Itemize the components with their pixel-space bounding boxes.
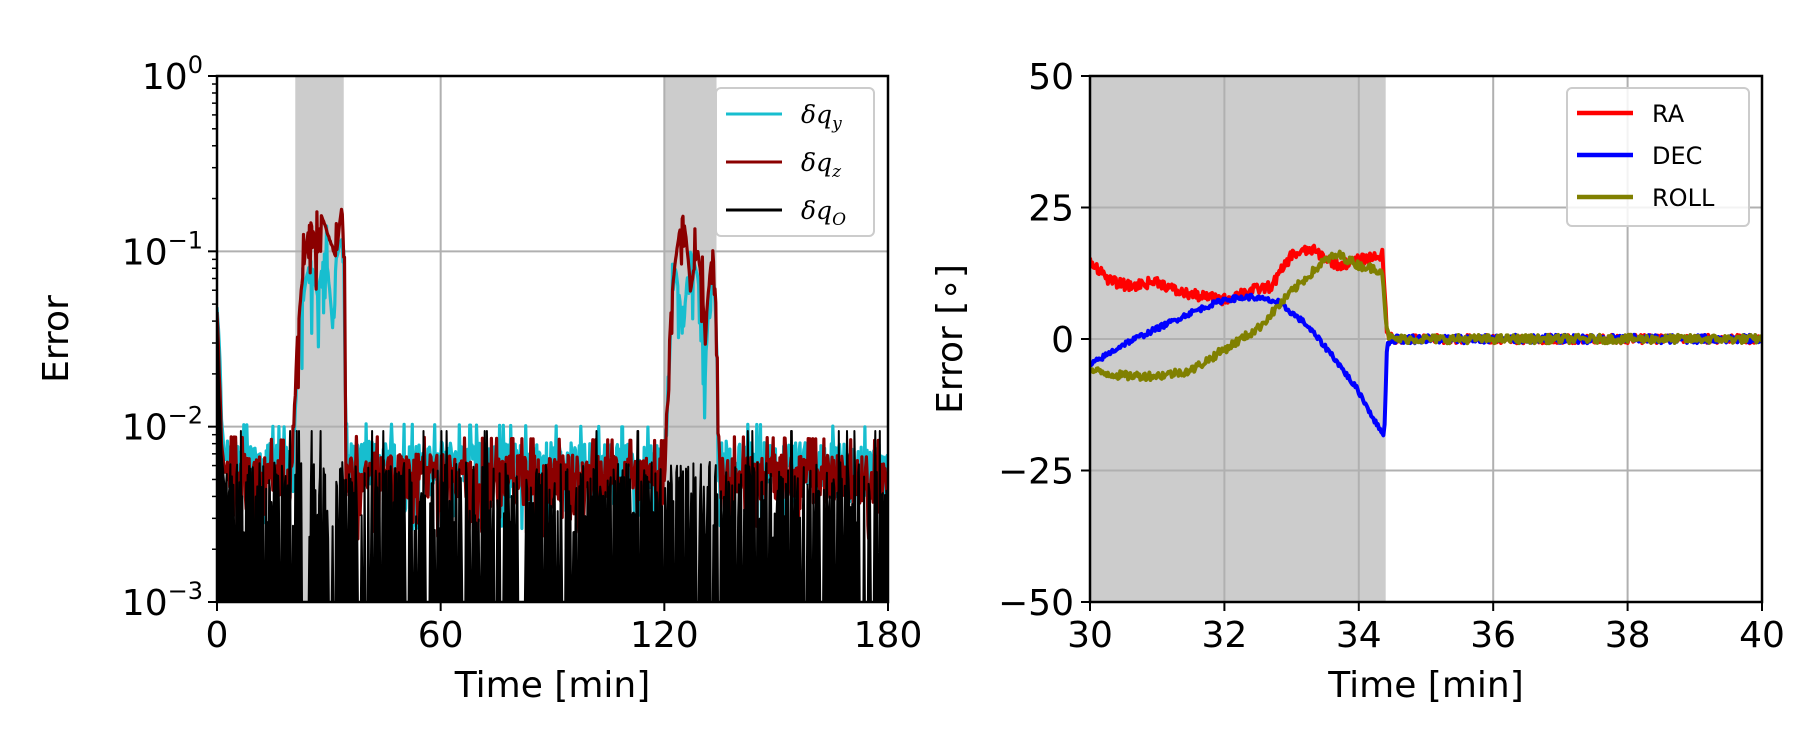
legend-label-sub-2: O bbox=[832, 210, 846, 230]
y-tick-exp-1: −1 bbox=[168, 226, 203, 254]
y-minor-ticks bbox=[212, 83, 217, 550]
y-tick-base-0: 10 bbox=[142, 57, 188, 98]
panel-angle-error: 30 32 34 36 38 40 50 25 0 −25 −50 Time [min] Error [… bbox=[930, 57, 1785, 706]
legend-label-main-0: δq bbox=[801, 100, 832, 129]
y-tick-exp-2: −2 bbox=[168, 402, 203, 430]
x-tick-label-4: 38 bbox=[1605, 615, 1651, 656]
legend-label-sub-1: z bbox=[831, 162, 842, 182]
y-tick-base-3: 10 bbox=[122, 583, 168, 624]
y-tick-label-2: 10−2 bbox=[122, 402, 203, 449]
x-tick-label-2: 34 bbox=[1336, 615, 1382, 656]
legend-label-0: δqy bbox=[801, 100, 842, 134]
series-group bbox=[217, 207, 888, 602]
y-tick-exp-3: −3 bbox=[168, 577, 203, 605]
x-tick-label-3: 36 bbox=[1470, 615, 1516, 656]
y-tick-base-2: 10 bbox=[122, 408, 168, 449]
y-ticks: 50 25 0 −25 −50 bbox=[998, 57, 1090, 624]
x-ticks: 0 60 120 180 bbox=[206, 602, 923, 656]
x-tick-label-3: 180 bbox=[854, 615, 923, 656]
axes-frame bbox=[215, 74, 890, 604]
legend-box bbox=[1566, 87, 1750, 227]
legend-label-main-2: δq bbox=[801, 196, 832, 225]
legend-label-2: δqO bbox=[801, 196, 846, 230]
y-tick-label-0: 50 bbox=[1028, 57, 1074, 98]
y-tick-label-3: 10−3 bbox=[122, 577, 203, 624]
y-tick-base-1: 10 bbox=[122, 232, 168, 273]
series-line-1 bbox=[217, 207, 888, 547]
series-line-2 bbox=[217, 321, 888, 602]
legend-label-0: RA bbox=[1652, 100, 1685, 128]
y-tick-exp-0: 0 bbox=[188, 51, 203, 79]
legend-label-1: δqz bbox=[801, 148, 842, 182]
series-line-2 bbox=[1090, 249, 1762, 382]
y-tick-label-1: 25 bbox=[1028, 189, 1074, 230]
y-tick-label-4: −50 bbox=[998, 583, 1074, 624]
legend: RA DEC ROLL bbox=[1566, 87, 1750, 227]
series-group bbox=[1090, 243, 1762, 438]
legend-label-main-1: δq bbox=[801, 148, 832, 177]
x-tick-label-0: 0 bbox=[206, 615, 229, 656]
y-axis-label: Error bbox=[36, 295, 77, 383]
legend-box bbox=[715, 87, 875, 237]
x-tick-label-0: 30 bbox=[1067, 615, 1113, 656]
x-axis-label: Time [min] bbox=[454, 665, 651, 706]
x-tick-label-1: 32 bbox=[1201, 615, 1247, 656]
x-tick-label-1: 60 bbox=[418, 615, 464, 656]
y-tick-label-1: 10−1 bbox=[122, 226, 203, 273]
legend-label-2: ROLL bbox=[1652, 184, 1715, 212]
y-tick-label-0: 100 bbox=[142, 51, 203, 98]
legend-label-sub-0: y bbox=[831, 114, 842, 134]
x-tick-label-5: 40 bbox=[1739, 615, 1785, 656]
y-tick-label-2: 0 bbox=[1051, 320, 1074, 361]
x-tick-label-2: 120 bbox=[630, 615, 699, 656]
y-axis-label: Error [∘] bbox=[930, 264, 971, 414]
legend-label-1: DEC bbox=[1652, 142, 1702, 170]
x-axis-label: Time [min] bbox=[1327, 665, 1524, 706]
x-ticks: 30 32 34 36 38 40 bbox=[1067, 602, 1785, 656]
y-tick-label-3: −25 bbox=[998, 452, 1074, 493]
